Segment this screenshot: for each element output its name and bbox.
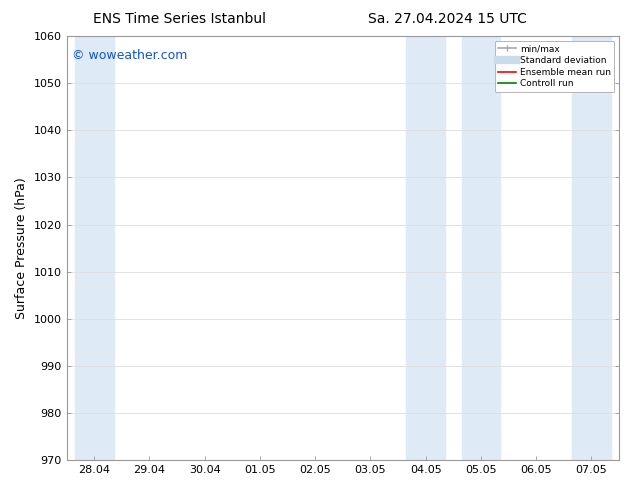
Bar: [75, 36, 113, 460]
Text: Sa. 27.04.2024 15 UTC: Sa. 27.04.2024 15 UTC: [368, 12, 527, 26]
Y-axis label: Surface Pressure (hPa): Surface Pressure (hPa): [15, 177, 28, 319]
Bar: [406, 36, 445, 460]
Legend: min/max, Standard deviation, Ensemble mean run, Controll run: min/max, Standard deviation, Ensemble me…: [495, 41, 614, 92]
Bar: [572, 36, 611, 460]
Bar: [462, 36, 500, 460]
Text: ENS Time Series Istanbul: ENS Time Series Istanbul: [93, 12, 266, 26]
Text: © woweather.com: © woweather.com: [72, 49, 188, 62]
